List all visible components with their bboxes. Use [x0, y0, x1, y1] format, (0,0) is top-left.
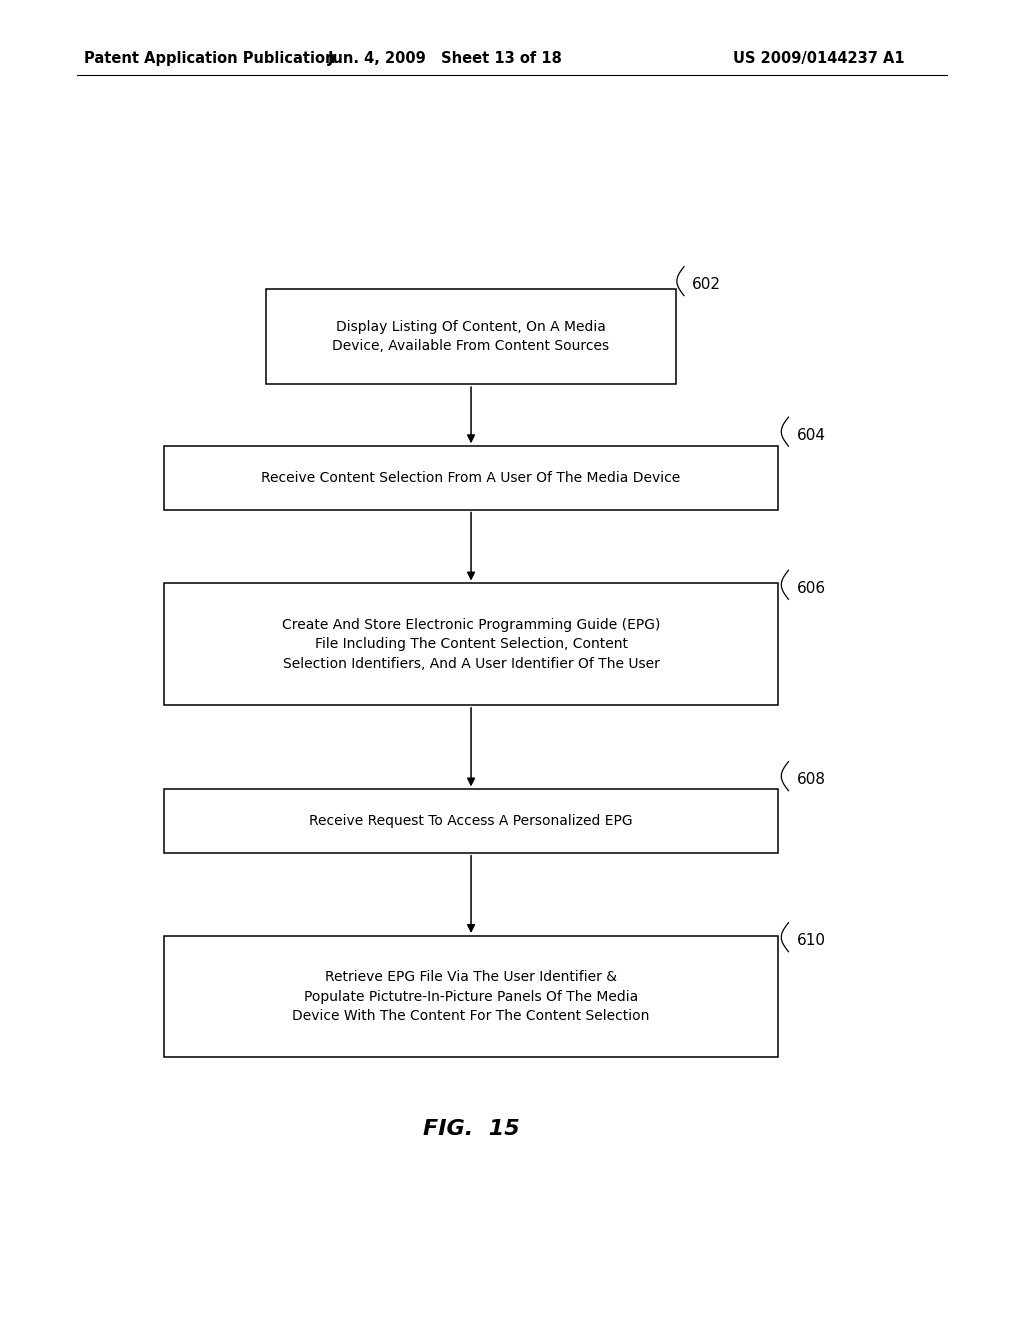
FancyBboxPatch shape	[266, 289, 676, 384]
FancyBboxPatch shape	[164, 446, 778, 510]
Text: Display Listing Of Content, On A Media
Device, Available From Content Sources: Display Listing Of Content, On A Media D…	[333, 319, 609, 354]
Text: Patent Application Publication: Patent Application Publication	[84, 50, 336, 66]
Text: 606: 606	[797, 581, 825, 595]
Text: US 2009/0144237 A1: US 2009/0144237 A1	[733, 50, 905, 66]
Text: Retrieve EPG File Via The User Identifier &
Populate Pictutre-In-Picture Panels : Retrieve EPG File Via The User Identifie…	[293, 970, 649, 1023]
Text: 604: 604	[797, 428, 825, 442]
Text: 602: 602	[692, 277, 721, 292]
FancyBboxPatch shape	[164, 936, 778, 1057]
Text: 608: 608	[797, 772, 825, 787]
Text: Receive Content Selection From A User Of The Media Device: Receive Content Selection From A User Of…	[261, 471, 681, 484]
Text: Create And Store Electronic Programming Guide (EPG)
File Including The Content S: Create And Store Electronic Programming …	[282, 618, 660, 671]
Text: 610: 610	[797, 933, 825, 948]
Text: Jun. 4, 2009   Sheet 13 of 18: Jun. 4, 2009 Sheet 13 of 18	[328, 50, 563, 66]
Text: Receive Request To Access A Personalized EPG: Receive Request To Access A Personalized…	[309, 814, 633, 828]
FancyBboxPatch shape	[164, 789, 778, 853]
FancyBboxPatch shape	[164, 583, 778, 705]
Text: FIG.  15: FIG. 15	[423, 1118, 519, 1139]
